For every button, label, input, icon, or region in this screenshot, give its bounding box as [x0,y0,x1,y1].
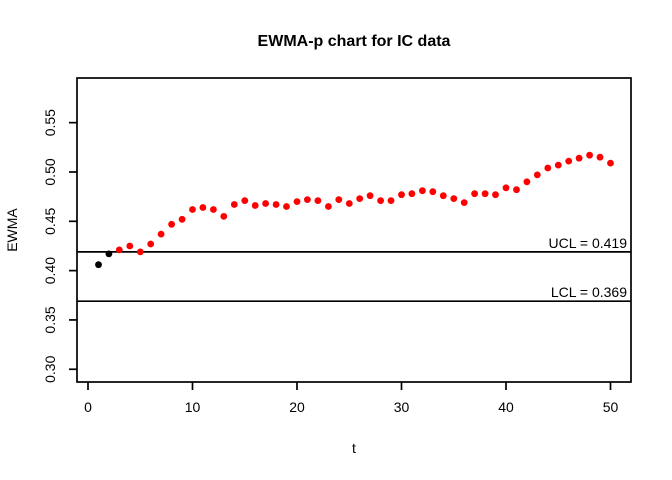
lcl-label: LCL = 0.369 [551,284,627,300]
data-point [502,184,510,192]
y-tick-label: 0.50 [42,158,58,185]
data-point [586,151,593,159]
data-point [345,200,353,207]
data-point [523,178,531,186]
data-point [251,202,259,209]
data-point [513,186,520,194]
data-point [115,246,123,254]
ucl-label: UCL = 0.419 [549,235,628,251]
chart-title: EWMA-p chart for IC data [258,33,451,50]
data-point [262,200,269,207]
data-point [398,191,405,199]
data-point [136,248,144,256]
data-point [554,161,562,169]
y-tick-label: 0.35 [42,306,58,333]
data-point [492,191,499,199]
x-axis-ticks: 0 10 20 30 40 50 [84,382,618,415]
data-point [157,230,165,238]
data-point [95,261,102,269]
data-point [429,188,437,196]
y-tick-label: 0.40 [42,257,58,284]
data-point [544,164,552,172]
data-point [408,190,416,198]
data-point [126,242,134,250]
data-points [95,151,614,269]
data-point [272,201,280,208]
data-point [230,201,238,208]
data-point [565,157,573,165]
data-point [575,154,583,162]
y-axis-ticks: 0.30 0.35 0.40 0.45 0.50 0.55 [42,109,77,383]
data-point [189,206,196,213]
data-point [325,203,332,210]
data-point [210,206,217,213]
x-tick-label: 50 [603,399,619,415]
data-point [366,192,374,200]
data-point [471,190,478,198]
data-point [419,187,426,195]
data-point [377,197,384,205]
plot-box [76,77,632,383]
data-point [356,195,364,203]
data-point [460,199,468,207]
data-point [439,192,447,200]
data-point [304,196,311,204]
data-point [220,213,228,220]
data-point [105,250,113,258]
x-axis-label: t [352,440,356,456]
y-tick-label: 0.45 [42,207,58,234]
data-point [607,159,614,167]
x-tick-label: 10 [185,399,201,415]
data-point [293,198,301,206]
data-point [481,190,489,198]
data-point [335,196,343,204]
data-point [387,197,395,205]
y-tick-label: 0.55 [42,109,58,136]
y-axis-label: EWMA [4,208,20,252]
x-tick-label: 20 [289,399,305,415]
x-tick-label: 0 [84,399,92,415]
x-tick-label: 40 [498,399,514,415]
data-point [314,197,322,205]
data-point [178,215,186,223]
data-point [450,195,458,203]
data-point [596,153,604,161]
data-point [168,220,176,228]
data-point [147,240,155,248]
data-point [199,204,207,211]
data-point [283,203,290,210]
data-point [533,171,541,179]
y-tick-label: 0.30 [42,355,58,382]
data-point [241,197,249,205]
x-tick-label: 30 [394,399,410,415]
